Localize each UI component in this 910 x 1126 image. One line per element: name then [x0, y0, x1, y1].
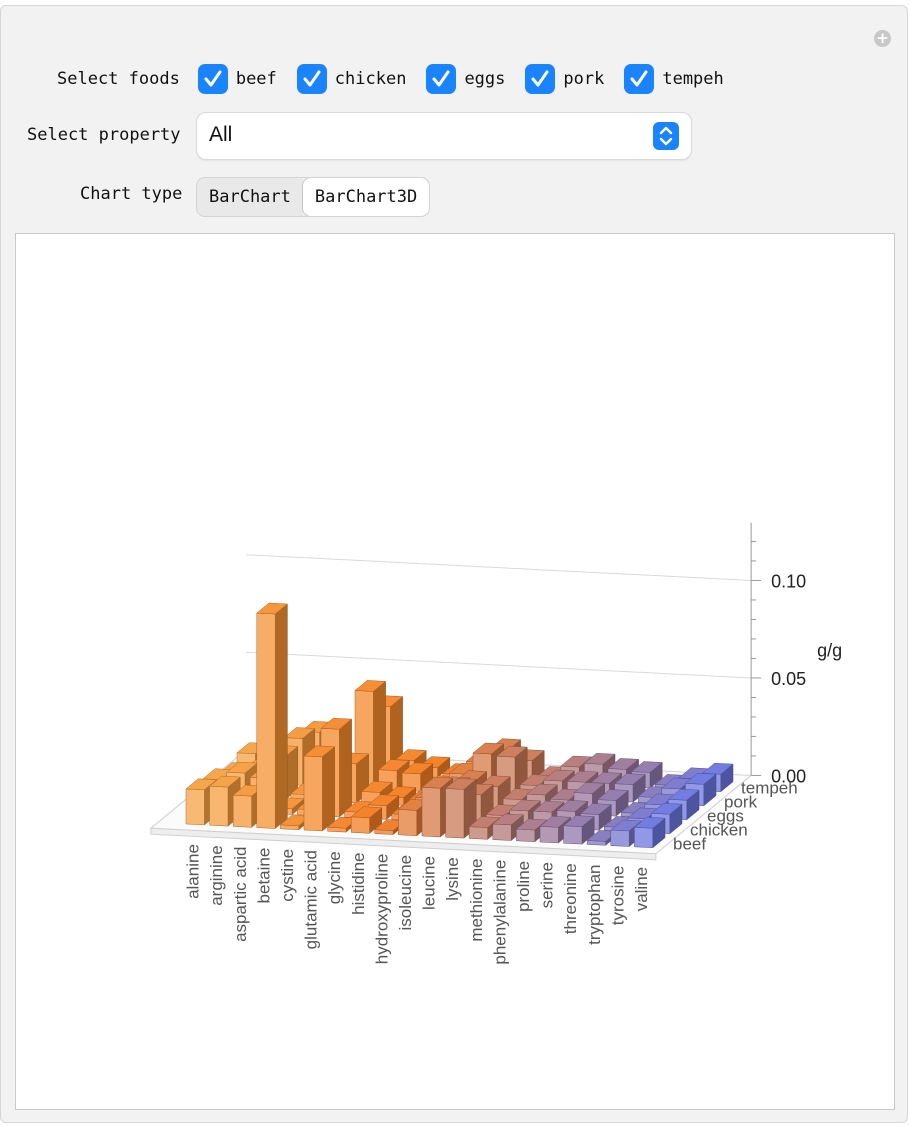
- category-label: valine: [632, 867, 651, 911]
- category-label: betaine: [254, 848, 273, 904]
- food-checkbox-chicken[interactable]: chicken: [296, 64, 407, 94]
- food-checkbox-label: pork: [563, 69, 605, 89]
- food-checkbox-pork[interactable]: pork: [525, 64, 604, 94]
- category-label: hydroxyproline: [372, 854, 391, 965]
- gridline: [246, 651, 752, 679]
- foods-label: Select foods: [57, 69, 180, 89]
- category-label: glutamic acid: [302, 850, 321, 949]
- category-label: tyrosine: [608, 866, 627, 926]
- category-label: histidine: [349, 852, 368, 914]
- plus-icon[interactable]: +: [874, 30, 891, 47]
- property-row: Select property: [27, 125, 181, 145]
- property-select[interactable]: All: [197, 113, 691, 159]
- series-label-beef: beef: [673, 834, 706, 853]
- property-select-value: All: [209, 123, 233, 146]
- checkmark-icon[interactable]: [624, 64, 655, 94]
- food-checkbox-label: eggs: [464, 69, 506, 89]
- food-checkbox-label: chicken: [334, 69, 407, 89]
- foods-checkboxes: beef chicken eggs pork tempeh: [197, 64, 744, 94]
- bar-pork-histidine: [401, 762, 434, 792]
- category-label: tryptophan: [585, 864, 604, 944]
- gridline: [246, 554, 752, 581]
- category-label: alanine: [184, 844, 203, 899]
- checkmark-icon[interactable]: [525, 64, 556, 94]
- floor-edge: [150, 827, 657, 861]
- checkmark-icon[interactable]: [197, 64, 228, 94]
- series-label-eggs: eggs: [707, 806, 744, 825]
- bar-beef-histidine: [350, 806, 383, 834]
- bar-beef-betaine: [256, 602, 289, 830]
- chart-type-toggle: BarChart BarChart3D: [197, 178, 430, 216]
- category-label: glycine: [325, 851, 344, 904]
- category-label: arginine: [207, 845, 226, 906]
- category-label: serine: [538, 862, 557, 908]
- chart-type-barchart3d[interactable]: BarChart3D: [302, 178, 430, 216]
- category-label: isoleucine: [396, 855, 415, 931]
- food-checkbox-eggs[interactable]: eggs: [426, 64, 505, 94]
- category-label: methionine: [467, 858, 486, 941]
- category-label: cystine: [278, 849, 297, 902]
- chart-type-barchart[interactable]: BarChart: [197, 178, 303, 216]
- category-label: lysine: [443, 857, 462, 900]
- food-checkbox-tempeh[interactable]: tempeh: [624, 64, 724, 94]
- checkmark-icon[interactable]: [296, 64, 327, 94]
- y-tick-label: 0.00: [771, 766, 806, 786]
- chart-type-label: Chart type: [80, 184, 183, 204]
- food-checkbox-beef[interactable]: beef: [197, 64, 277, 94]
- category-label: phenylalanine: [490, 860, 509, 965]
- property-label: Select property: [27, 125, 181, 145]
- bar-beef-phenylalanine: [492, 813, 525, 842]
- food-checkbox-label: tempeh: [662, 69, 724, 89]
- series-label-pork: pork: [724, 792, 758, 811]
- updown-chevron-icon[interactable]: [653, 122, 679, 150]
- bar-beef-glutamic-acid: [303, 745, 336, 832]
- series-label-tempeh: tempeh: [741, 778, 798, 797]
- bar-beef-lysine: [444, 778, 477, 839]
- category-label: aspartic acid: [231, 846, 250, 941]
- bar-chart-3d: 0.00 0.05 0.10 g/g beefchickeneggsporktempeh…: [149, 522, 842, 965]
- chart-area: 0.00 0.05 0.10 g/g beef chicken eggs pork tempeh…: [15, 233, 895, 1110]
- y-tick-label: 0.05: [771, 669, 806, 689]
- category-labels: alanine arginine aspartic acid betaine cysti…: [184, 844, 651, 965]
- food-checkbox-label: beef: [235, 69, 277, 89]
- category-label: proline: [514, 861, 533, 912]
- bar-beef-valine: [633, 816, 666, 849]
- foods-row: Select foods beef chicken eggs pork tempeh: [57, 64, 744, 94]
- manipulate-panel: + Select foods beef chicken eggs pork tempeh…: [0, 5, 908, 1123]
- y-tick-label: 0.10: [771, 571, 806, 591]
- y-axis-title: g/g: [817, 640, 842, 660]
- bar-beef-threonine: [562, 815, 595, 845]
- series-label-chicken: chicken: [690, 820, 748, 839]
- category-label: threonine: [561, 863, 580, 934]
- bars: [185, 602, 734, 849]
- checkmark-icon[interactable]: [426, 64, 457, 94]
- chart-type-row: Chart type: [80, 184, 182, 204]
- category-label: leucine: [420, 856, 439, 910]
